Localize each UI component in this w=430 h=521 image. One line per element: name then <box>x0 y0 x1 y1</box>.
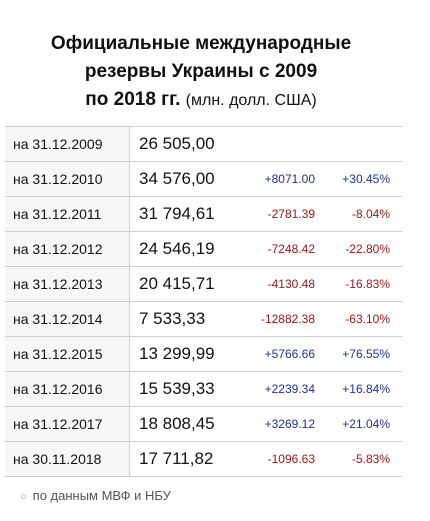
value-cell: 24 546,19 <box>129 231 257 267</box>
title-line: резервы Украины с 2009 <box>0 58 402 86</box>
value-cell: 15 539,33 <box>129 371 257 407</box>
value-cell: 34 576,00 <box>129 161 257 197</box>
change-cell: +5766.66 <box>257 336 315 372</box>
change-cell <box>257 126 315 162</box>
value-cell: 17 711,82 <box>129 441 257 477</box>
table-row: на 31.12.2010 34 576,00 +8071.00 +30.45% <box>5 161 402 197</box>
change-cell: +8071.00 <box>257 161 315 197</box>
title: Официальные международные резервы Украины… <box>0 30 402 115</box>
percent-cell: +16.84% <box>315 371 402 407</box>
table-row: на 31.12.2012 24 546,19 -7248.42 -22.80% <box>5 231 402 267</box>
date-cell: на 31.12.2014 <box>5 301 130 337</box>
date-cell: на 31.12.2016 <box>5 371 130 407</box>
value-cell: 31 794,61 <box>129 196 257 232</box>
value-cell: 13 299,99 <box>129 336 257 372</box>
change-cell: -4130.48 <box>257 266 315 302</box>
table-row: на 30.11.2018 17 711,82 -1096.63 -5.83% <box>5 441 402 477</box>
date-cell: на 31.12.2011 <box>5 196 130 232</box>
table-row: на 31.12.2013 20 415,71 -4130.48 -16.83% <box>5 266 402 302</box>
title-text: по 2018 гг. <box>85 89 181 110</box>
table-row: на 31.12.2015 13 299,99 +5766.66 +76.55% <box>5 336 402 372</box>
percent-cell: -22.80% <box>315 231 402 267</box>
change-cell: -2781.39 <box>257 196 315 232</box>
change-cell: -7248.42 <box>257 231 315 267</box>
table-row: на 31.12.2017 18 808,45 +3269.12 +21.04% <box>5 406 402 442</box>
percent-cell: +30.45% <box>315 161 402 197</box>
reserves-table: на 31.12.2009 26 505,00 на 31.12.2010 34 57… <box>5 126 402 477</box>
percent-cell: -8.04% <box>315 196 402 232</box>
table-row: на 31.12.2009 26 505,00 <box>5 126 402 162</box>
change-cell: +2239.34 <box>257 371 315 407</box>
title-text: Официальные международные <box>50 33 352 54</box>
value-cell: 7 533,33 <box>129 301 257 337</box>
date-cell: на 31.12.2012 <box>5 231 130 267</box>
table-row: на 31.12.2014 7 533,33 -12882.38 -63.10% <box>5 301 402 337</box>
percent-cell: -16.83% <box>315 266 402 302</box>
title-unit: (млн. долл. США) <box>185 92 317 109</box>
percent-cell: -63.10% <box>315 301 402 337</box>
value-cell: 26 505,00 <box>129 126 257 162</box>
date-cell: на 30.11.2018 <box>5 441 130 477</box>
title-line: по 2018 гг. (млн. долл. США) <box>0 86 402 115</box>
date-cell: на 31.12.2013 <box>5 266 130 302</box>
table-row: на 31.12.2011 31 794,61 -2781.39 -8.04% <box>5 196 402 232</box>
percent-cell: +76.55% <box>315 336 402 372</box>
change-cell: -12882.38 <box>257 301 315 337</box>
date-cell: на 31.12.2010 <box>5 161 130 197</box>
title-line: Официальные международные <box>0 30 402 58</box>
value-cell: 18 808,45 <box>129 406 257 442</box>
date-cell: на 31.12.2009 <box>5 126 130 162</box>
percent-cell <box>315 126 402 162</box>
source-note: по данным МВФ и НБУ <box>20 488 171 503</box>
percent-cell: -5.83% <box>315 441 402 477</box>
table-row: на 31.12.2016 15 539,33 +2239.34 +16.84% <box>5 371 402 407</box>
title-text: резервы Украины с 2009 <box>84 61 318 82</box>
percent-cell: +21.04% <box>315 406 402 442</box>
date-cell: на 31.12.2017 <box>5 406 130 442</box>
date-cell: на 31.12.2015 <box>5 336 130 372</box>
change-cell: -1096.63 <box>257 441 315 477</box>
value-cell: 20 415,71 <box>129 266 257 302</box>
change-cell: +3269.12 <box>257 406 315 442</box>
